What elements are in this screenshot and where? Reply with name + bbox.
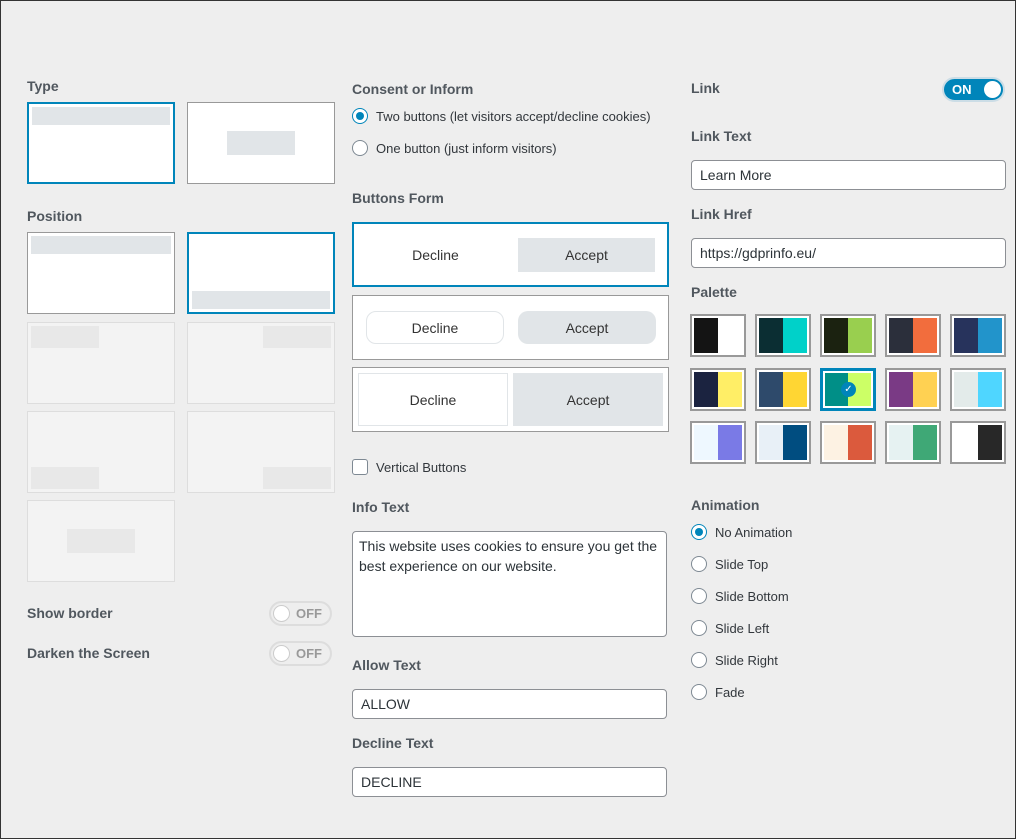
palette-swatch[interactable] [885,367,941,411]
position-top-left[interactable] [27,322,175,404]
palette-swatch[interactable] [885,421,941,464]
buttons-form-rounded[interactable]: Decline Accept [352,295,669,360]
radio-animation[interactable]: Slide Right [691,652,778,670]
decline-preview: Decline [366,311,504,344]
radio-animation[interactable]: Slide Left [691,620,769,638]
palette-swatch[interactable] [755,314,811,357]
palette-swatch[interactable] [755,367,811,411]
palette-swatch[interactable] [950,421,1006,464]
link-toggle[interactable]: ON [942,77,1005,102]
decline-preview: Decline [412,247,459,263]
show-border-label: Show border [27,605,113,621]
info-text-label: Info Text [352,499,410,515]
vertical-buttons-label: Vertical Buttons [376,460,467,475]
allow-text-input[interactable]: ALLOW [352,689,667,719]
consent-label: Consent or Inform [352,81,474,97]
buttons-form-full[interactable]: Decline Accept [352,367,669,432]
accept-preview: Accept [518,238,655,272]
radio-animation[interactable]: Fade [691,684,745,702]
allow-text-label: Allow Text [352,657,421,673]
position-bottom-right[interactable] [187,411,335,493]
radio-one-button[interactable]: One button (just inform visitors) [352,140,557,158]
position-top-right[interactable] [187,322,335,404]
accept-preview: Accept [518,311,656,344]
buttons-form-square[interactable]: Decline Accept [352,222,669,287]
palette-swatch[interactable] [820,314,876,357]
radio-animation[interactable]: No Animation [691,524,792,542]
radio-two-buttons[interactable]: Two buttons (let visitors accept/decline… [352,108,651,126]
palette-swatch[interactable] [950,314,1006,357]
buttons-form-label: Buttons Form [352,190,444,206]
toggle-state: OFF [296,646,322,661]
radio-animation[interactable]: Slide Top [691,556,768,574]
radio-animation[interactable]: Slide Bottom [691,588,789,606]
toggle-state: OFF [296,606,322,621]
palette-label: Palette [691,284,737,300]
type-banner-option[interactable] [27,102,175,184]
accept-preview: Accept [513,373,663,426]
palette-swatch[interactable] [885,314,941,357]
darken-screen-toggle[interactable]: OFF [269,641,332,666]
palette-swatch[interactable] [950,367,1006,411]
show-border-toggle[interactable]: OFF [269,601,332,626]
darken-screen-label: Darken the Screen [27,645,150,661]
position-bottom[interactable] [187,232,335,314]
type-label: Type [27,78,59,94]
link-label: Link [691,80,720,96]
link-text-label: Link Text [691,128,752,144]
palette-swatch[interactable] [690,367,746,411]
palette-swatch[interactable] [820,421,876,464]
position-top[interactable] [27,232,175,314]
palette-swatch[interactable] [755,421,811,464]
animation-label: Animation [691,497,760,513]
vertical-buttons-checkbox[interactable] [352,459,368,475]
decline-text-label: Decline Text [352,735,434,751]
check-icon: ✓ [841,382,856,397]
position-label: Position [27,208,83,224]
position-bottom-left[interactable] [27,411,175,493]
info-text-textarea[interactable]: This website uses cookies to ensure you … [352,531,667,637]
decline-preview: Decline [358,373,508,426]
palette-swatch[interactable]: ✓ [820,367,876,411]
toggle-state: ON [952,82,972,97]
position-center[interactable] [27,500,175,582]
palette-swatch[interactable] [690,421,746,464]
type-popup-option[interactable] [187,102,335,184]
link-text-input[interactable]: Learn More [691,160,1006,190]
link-href-label: Link Href [691,206,752,222]
link-href-input[interactable]: https://gdprinfo.eu/ [691,238,1006,268]
decline-text-input[interactable]: DECLINE [352,767,667,797]
palette-swatch[interactable] [690,314,746,357]
